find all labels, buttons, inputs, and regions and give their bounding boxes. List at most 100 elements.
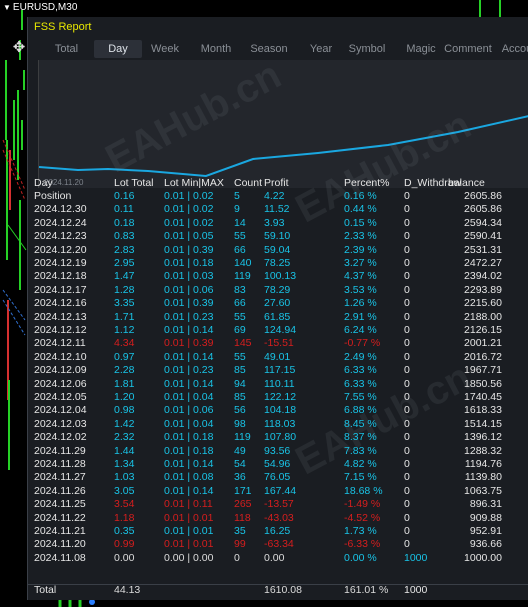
cell-lot-total: 0.83 xyxy=(114,230,135,243)
table-row[interactable]: 2024.12.17 1.28 0.01 | 0.06 83 78.29 3.53 % 0 2… xyxy=(28,284,528,297)
cell-count: 55 xyxy=(234,350,246,363)
cell-count: 98 xyxy=(234,417,246,430)
tab-week[interactable]: Week xyxy=(151,43,179,55)
table-row[interactable]: 2024.12.02 2.32 0.01 | 0.18 119 107.80 8.37 %… xyxy=(28,431,528,444)
cell-day: 2024.11.21 xyxy=(34,525,86,537)
cell-lot-min-max: 0.01 | 0.01 xyxy=(164,511,214,524)
table-row[interactable]: 2024.12.13 1.71 0.01 | 0.23 55 61.85 2.91 % 0 2… xyxy=(28,311,528,324)
tab-day[interactable]: Day xyxy=(94,40,142,58)
table-row[interactable]: 2024.12.24 0.18 0.01 | 0.02 14 3.93 0.15 % 0 25… xyxy=(28,217,528,230)
table-row[interactable]: 2024.12.18 1.47 0.01 | 0.03 119 100.13 4.37 %… xyxy=(28,270,528,283)
cell-percent: 7.15 % xyxy=(344,471,377,484)
cell-lot-min-max: 0.01 | 0.08 xyxy=(164,471,214,484)
cell-withdraw: 0 xyxy=(404,283,410,296)
cell-withdraw: 0 xyxy=(404,444,410,457)
table-row[interactable]: 2024.11.25 3.54 0.01 | 0.11 265 -13.57 -1.49 … xyxy=(28,498,528,511)
tab-magic[interactable]: Magic xyxy=(406,43,436,55)
cell-lot-min-max: 0.01 | 0.02 xyxy=(164,190,214,202)
cell-profit: 117.15 xyxy=(264,364,296,377)
header-col-balance[interactable]: balance xyxy=(448,177,485,189)
tab-total[interactable]: Total xyxy=(54,43,79,55)
table-row[interactable]: 2024.12.05 1.20 0.01 | 0.04 85 122.12 7.55 % 0… xyxy=(28,391,528,404)
cell-day: 2024.12.17 xyxy=(34,283,87,296)
cell-day: Position xyxy=(34,190,72,202)
cell-lot-min-max: 0.01 | 0.14 xyxy=(164,377,214,390)
tab-year[interactable]: Year xyxy=(309,43,333,55)
cell-profit: 59.04 xyxy=(264,243,291,256)
table-row[interactable]: 2024.12.03 1.42 0.01 | 0.04 98 118.03 8.45 % 0… xyxy=(28,418,528,431)
table-row[interactable]: 2024.12.20 2.83 0.01 | 0.39 66 59.04 2.39 % 0 2… xyxy=(28,244,528,257)
table-row[interactable]: 2024.12.09 2.28 0.01 | 0.23 85 117.15 6.33 % 0… xyxy=(28,364,528,377)
tab-season[interactable]: Season xyxy=(250,43,288,55)
cell-lot-total: 2.95 xyxy=(114,257,135,269)
tab-month[interactable]: Month xyxy=(200,43,232,55)
cell-percent: 6.33 % xyxy=(344,364,377,377)
table-row[interactable]: 2024.12.23 0.83 0.01 | 0.05 55 59.10 2.33 % 0 2… xyxy=(28,230,528,243)
table-row[interactable]: 2024.12.06 1.81 0.01 | 0.14 94 110.11 6.33 % 0… xyxy=(28,378,528,391)
header-col-percent[interactable]: Percent% xyxy=(344,177,390,189)
cell-count: 49 xyxy=(234,444,246,457)
cell-day: 2024.11.26 xyxy=(34,484,86,497)
table-row[interactable]: Position 0.16 0.01 | 0.02 5 4.22 0.16 % 0 2605.… xyxy=(28,190,528,203)
cell-day: 2024.12.02 xyxy=(34,431,87,444)
table-row[interactable]: 2024.11.26 3.05 0.01 | 0.14 171 167.44 18.68 … xyxy=(28,485,528,498)
tab-comment[interactable]: Comment xyxy=(444,43,492,55)
cell-percent: 2.39 % xyxy=(344,243,377,256)
cell-day: 2024.12.19 xyxy=(34,257,87,269)
chart-menu-triangle-icon[interactable]: ▼ xyxy=(3,3,11,12)
cell-balance: 2293.89 xyxy=(464,283,502,296)
cell-balance: 952.91 xyxy=(469,525,502,537)
table-row[interactable]: 2024.11.21 0.35 0.01 | 0.01 35 16.25 1.73 % 0 9… xyxy=(28,525,528,538)
cell-lot-min-max: 0.01 | 0.01 xyxy=(164,538,214,551)
cell-lot-total: 1.47 xyxy=(114,270,135,283)
header-col-lot-min-max[interactable]: Lot Min|MAX xyxy=(164,177,224,189)
tab-symbol[interactable]: Symbol xyxy=(348,43,386,55)
table-row[interactable]: 2024.12.19 2.95 0.01 | 0.18 140 78.25 3.27 % 0… xyxy=(28,257,528,270)
cell-count: 55 xyxy=(234,230,246,243)
cell-withdraw: 0 xyxy=(404,216,410,229)
table-row[interactable]: 2024.12.16 3.35 0.01 | 0.39 66 27.60 1.26 % 0 2… xyxy=(28,297,528,310)
table-row[interactable]: 2024.12.10 0.97 0.01 | 0.14 55 49.01 2.49 % 0 2… xyxy=(28,351,528,364)
cell-day: Total xyxy=(34,584,57,596)
move-handle-icon[interactable]: ✥ xyxy=(12,39,26,56)
tab-accou[interactable]: Accou xyxy=(501,43,528,55)
header-col-day[interactable]: Day xyxy=(34,177,53,189)
table-row[interactable]: 2024.12.30 0.11 0.01 | 0.02 9 11.52 0.44 % 0 26… xyxy=(28,203,528,216)
table-row[interactable]: 2024.11.27 1.03 0.01 | 0.08 36 76.05 7.15 % 0 1… xyxy=(28,471,528,484)
cell-lot-min-max: 0.01 | 0.04 xyxy=(164,417,214,430)
chart-symbol-label: EURUSD,M30 xyxy=(12,2,78,13)
cell-withdraw: 0 xyxy=(404,498,410,511)
cell-count: 55 xyxy=(234,310,246,323)
cell-withdraw: 1000 xyxy=(404,584,428,596)
table-row[interactable]: 2024.11.29 1.44 0.01 | 0.18 49 93.56 7.83 % 0 1… xyxy=(28,445,528,458)
cell-withdraw: 0 xyxy=(404,484,410,497)
cell-lot-total: 0.00 xyxy=(114,551,135,564)
cell-lot-min-max: 0.01 | 0.14 xyxy=(164,484,214,497)
cell-lot-min-max: 0.01 | 0.11 xyxy=(164,498,213,511)
table-row[interactable]: 2024.12.12 1.12 0.01 | 0.14 69 124.94 6.24 % 0… xyxy=(28,324,528,337)
table-row[interactable]: 2024.11.20 0.99 0.01 | 0.01 99 -63.34 -6.33 %… xyxy=(28,538,528,551)
header-col-profit[interactable]: Profit xyxy=(264,177,289,189)
table-row[interactable]: 2024.12.04 0.98 0.01 | 0.06 56 104.18 6.88 % 0… xyxy=(28,404,528,417)
table-row[interactable]: 2024.11.22 1.18 0.01 | 0.01 118 -43.03 -4.52 … xyxy=(28,512,528,525)
cell-percent: 3.53 % xyxy=(344,283,377,296)
cell-count: 66 xyxy=(234,297,246,310)
table-row[interactable]: 2024.11.08 0.00 0.00 | 0.00 0 0.00 0.00 % 1000… xyxy=(28,552,528,565)
cell-profit: 61.85 xyxy=(264,310,291,323)
cell-count: 54 xyxy=(234,458,246,470)
header-col-withdraw[interactable]: D_Withdraw xyxy=(404,177,462,189)
cell-lot-total: 3.35 xyxy=(114,297,135,310)
cell-withdraw: 0 xyxy=(404,337,410,350)
cell-withdraw: 0 xyxy=(404,511,410,524)
cell-lot-total: 1.18 xyxy=(114,511,135,524)
cell-balance: 936.66 xyxy=(469,538,502,551)
header-col-lot-total[interactable]: Lot Total xyxy=(114,177,154,189)
cell-balance: 2001.21 xyxy=(464,337,502,350)
cell-count: 99 xyxy=(234,538,246,551)
table-row[interactable]: 2024.12.11 4.34 0.01 | 0.39 145 -15.51 -0.77 … xyxy=(28,337,528,350)
cell-day: 2024.12.03 xyxy=(34,417,87,430)
cell-lot-min-max: 0.00 | 0.00 xyxy=(164,551,214,564)
table-row[interactable]: 2024.11.28 1.34 0.01 | 0.14 54 54.96 4.82 % 0 1… xyxy=(28,458,528,471)
table-header: Day Lot Total Lot Min|MAX Count Profit Percen… xyxy=(28,177,528,190)
header-col-count[interactable]: Count xyxy=(234,177,263,189)
